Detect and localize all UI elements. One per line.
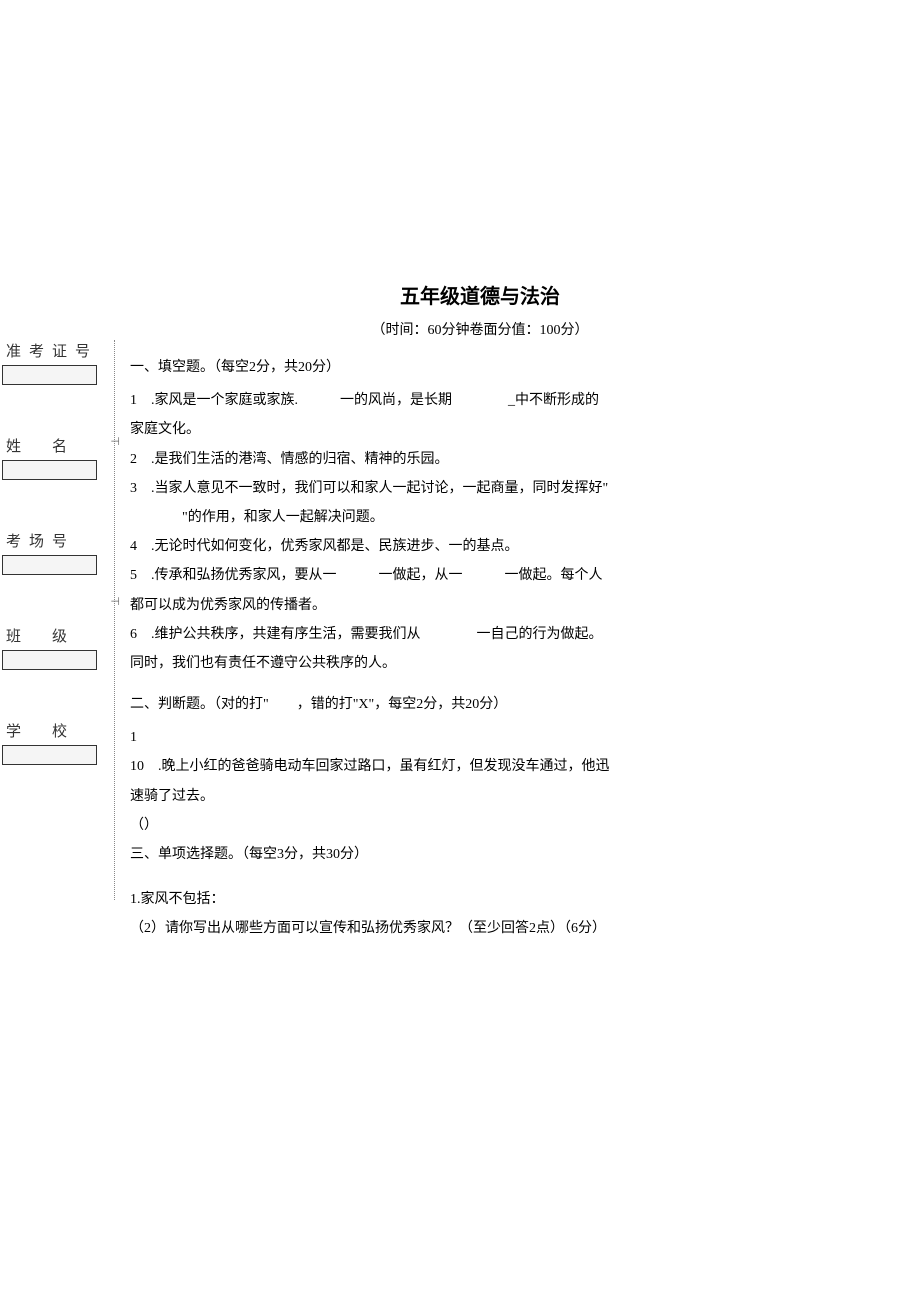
exam-room-input[interactable]: [2, 555, 97, 575]
section-1-heading: 一、填空题。（每空2分，共20分）: [130, 355, 830, 380]
exam-content: 五年级道德与法治 （时间：60分钟卷面分值：100分） 一、填空题。（每空2分，…: [130, 280, 830, 946]
section-2-heading: 二、判断题。（对的打" ，错的打"X"，每空2分，共20分）: [130, 692, 830, 717]
admission-ticket-label: 准考证号: [0, 340, 114, 361]
exam-room-label: 考场号: [0, 530, 114, 551]
question-1-line-1: 1 .家风是一个家庭或家族. 一的风尚，是长期 _中不断形成的: [130, 388, 830, 413]
question-10-line-1: 10 .晚上小红的爸爸骑电动车回家过路口，虽有红灯，但发现没车通过，他迅: [130, 754, 830, 779]
admission-ticket-input[interactable]: [2, 365, 97, 385]
section-3-heading: 三、单项选择题。（每空3分，共30分）: [130, 842, 830, 867]
name-field: ⊣ 姓 名: [0, 435, 114, 480]
admission-ticket-field: 准考证号: [0, 340, 114, 385]
question-5-line-1: 5 .传承和弘扬优秀家风，要从一 一做起，从一 一做起。每个人: [130, 563, 830, 588]
tick-mark-1: ⊣: [110, 435, 120, 448]
school-label: 学 校: [0, 720, 114, 741]
question-4: 4 .无论时代如何变化，优秀家风都是、民族进步、一的基点。: [130, 534, 830, 559]
class-input[interactable]: [2, 650, 97, 670]
question-3-line-2: "的作用，和家人一起解决问题。: [130, 505, 830, 530]
school-input[interactable]: [2, 745, 97, 765]
tick-mark-2: ⊣: [110, 595, 120, 608]
question-2: 2 .是我们生活的港湾、情感的归宿、精神的乐园。: [130, 447, 830, 472]
question-3-line-1: 3 .当家人意见不一致时，我们可以和家人一起讨论，一起商量，同时发挥好": [130, 476, 830, 501]
question-6-line-2: 同时，我们也有责任不遵守公共秩序的人。: [130, 651, 830, 676]
class-label: 班 级: [0, 625, 114, 646]
question-10-line-3: （）: [130, 813, 830, 838]
exam-room-field: 考场号: [0, 530, 114, 575]
question-single-1: 1: [130, 725, 830, 750]
school-field: 学 校: [0, 720, 114, 765]
question-6-line-1: 6 .维护公共秩序，共建有序生活，需要我们从 一自己的行为做起。: [130, 622, 830, 647]
class-field: ⊣ 班 级: [0, 625, 114, 670]
question-5-line-2: 都可以成为优秀家风的传播者。: [130, 593, 830, 618]
question-1-line-2: 家庭文化。: [130, 417, 830, 442]
name-input[interactable]: [2, 460, 97, 480]
exam-title: 五年级道德与法治: [130, 280, 830, 309]
question-10-line-2: 速骑了过去。: [130, 784, 830, 809]
exam-info-sidebar: 准考证号 ⊣ 姓 名 考场号 ⊣ 班 级 学 校: [0, 340, 115, 900]
name-label: 姓 名: [0, 435, 114, 456]
sub-question-2: （2）请你写出从哪些方面可以宣传和弘扬优秀家风？（至少回答2点）（6分）: [130, 916, 830, 941]
exam-subtitle: （时间：60分钟卷面分值：100分）: [130, 319, 830, 339]
section-3-question-1: 1.家风不包括：: [130, 887, 830, 912]
